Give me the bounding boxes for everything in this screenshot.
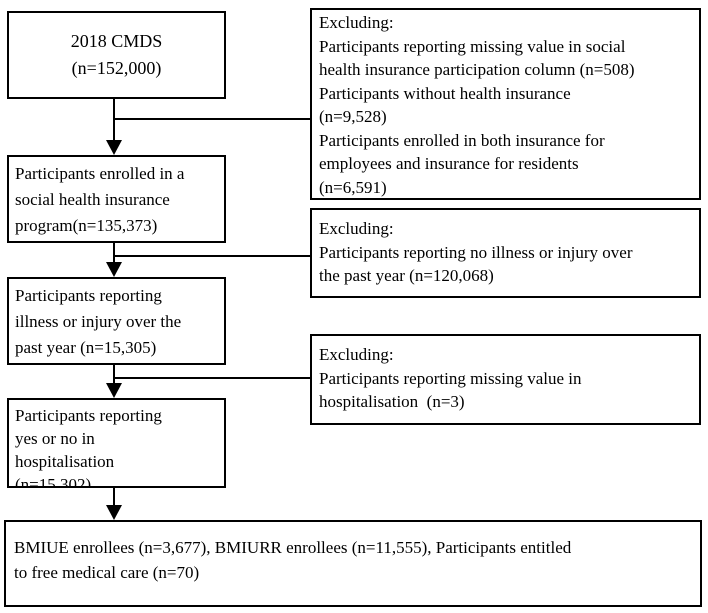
arrow-illness-to-hosp [106, 365, 122, 398]
node-excluding-missing-hospitalisation: Excluding: Participants reporting missin… [310, 334, 701, 425]
node-excluding-insurance: Excluding: Participants reporting missin… [310, 8, 701, 200]
node-illness-or-injury: Participants reporting illness or injury… [7, 277, 226, 365]
node-2018-cmds: 2018 CMDS (n=152,000) [7, 11, 226, 99]
arrow-enrolled-to-illness [106, 243, 122, 277]
node-final-enrollees: BMIUE enrollees (n=3,677), BMIURR enroll… [4, 520, 702, 607]
arrow-cmds-to-enrolled [106, 99, 122, 155]
node-enrolled-insurance-program: Participants enrolled in a social health… [7, 155, 226, 243]
arrow-hosp-to-final [106, 488, 122, 520]
node-excluding-no-illness: Excluding: Participants reporting no ill… [310, 208, 701, 298]
node-hospitalisation-yes-no: Participants reporting yes or no in hosp… [7, 398, 226, 488]
